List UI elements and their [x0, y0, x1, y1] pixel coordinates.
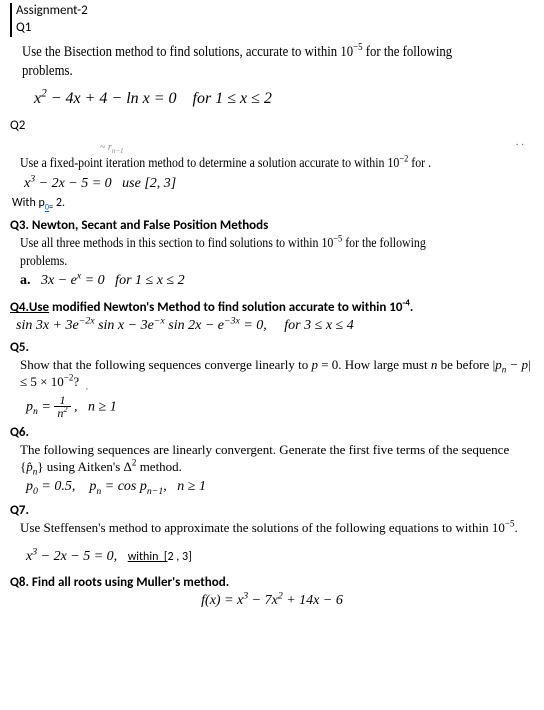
q2-prompt: Use a fixed-point iteration method to de… [20, 155, 457, 173]
q2-tiny-text: ~ rn−1 [100, 142, 124, 153]
q3-item-a: a. 3x − ex = 0 for 1 ≤ x ≤ 2 [20, 272, 534, 290]
q6-label: Q6. [10, 425, 534, 440]
q7-prompt: Use Steffensen's method to approximate t… [20, 520, 534, 537]
q2-formula: x3 − 2x − 5 = 0 use [2, 3] [24, 176, 534, 192]
q8-label: Q8. Find all roots using Muller's method… [10, 575, 534, 590]
q5-prompt: Show that the following sequences conver… [20, 357, 534, 391]
q7-within-link[interactable]: within [ [128, 550, 168, 564]
q4-label: Q4.Use modified Newton's Method to find … [10, 300, 534, 315]
q4-link[interactable]: Q4.Use [10, 300, 49, 315]
q2-label: Q2 [10, 118, 534, 133]
q1-prompt: Use the Bisection method to find solutio… [22, 43, 457, 82]
q1-formula: x2 − 4x + 4 − ln x = 0 for 1 ≤ x ≤ 2 [34, 90, 534, 108]
q3-label: Q3. Newton, Secant and False Position Me… [10, 218, 534, 233]
q7-label: Q7. [10, 503, 534, 518]
q2-with-p: With p0= 2. [12, 196, 534, 210]
q2-noise-row: ~ rn−1 . . [10, 136, 534, 155]
q4-formula: sin 3x + 3e−2x sin x − 3e−x sin 2x − e−3… [16, 317, 534, 335]
q2-p0-link[interactable]: 0 [45, 203, 49, 213]
q6-formula: p0 = 0.5, pn = cos pn−1, n ≥ 1 [26, 479, 534, 495]
q2-dash: . . [516, 136, 524, 148]
q5-label: Q5. [10, 340, 534, 355]
q6-prompt: The following sequences are linearly con… [20, 442, 534, 476]
q7-formula: x3 − 2x − 5 = 0, within [2 , 3] [26, 549, 534, 565]
assignment-title: Assignment-2 [16, 3, 88, 18]
q1-label: Q1 [16, 20, 31, 35]
q5-formula: pn = 1n2 , n ≥ 1 [26, 394, 534, 420]
header-block: Assignment-2 Q1 [10, 3, 534, 37]
q8-formula: f(x) = x3 − 7x2 + 14x − 6 [10, 593, 534, 609]
q3-prompt: Use all three methods in this section to… [20, 235, 457, 270]
